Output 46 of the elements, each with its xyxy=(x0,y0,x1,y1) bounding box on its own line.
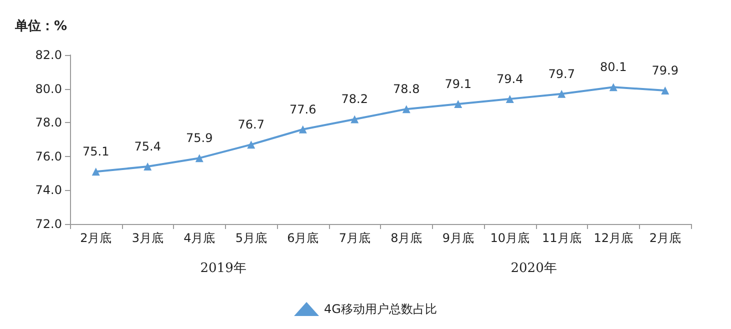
x-tick-label: 2月底 xyxy=(80,231,112,245)
data-label: 79.7 xyxy=(548,66,575,81)
data-label: 79.4 xyxy=(496,72,524,86)
x-tick-label: 8月底 xyxy=(390,231,422,245)
y-tick-label: 80.0 xyxy=(35,82,62,96)
point xyxy=(298,125,307,134)
data-label: 78.2 xyxy=(341,92,368,106)
text: 2019年 xyxy=(200,261,246,276)
point xyxy=(402,105,410,114)
y-tick-label: 82.0 xyxy=(35,48,62,62)
data-label: 75.9 xyxy=(186,131,213,146)
point xyxy=(506,94,514,103)
point xyxy=(92,168,100,176)
x-tick-label: 11月底 xyxy=(542,231,582,245)
point xyxy=(350,115,359,124)
y-tick-label: 74.0 xyxy=(35,183,62,198)
point xyxy=(454,100,462,108)
x-tick-label: 7月底 xyxy=(338,231,370,245)
x-tick-label: 3月底 xyxy=(132,231,164,245)
text: 2020年 xyxy=(510,261,557,276)
point xyxy=(558,90,566,98)
data-label: 77.6 xyxy=(290,102,316,116)
data-label: 79.1 xyxy=(444,77,472,92)
data-label: 79.9 xyxy=(652,63,678,78)
data-label: 75.1 xyxy=(82,144,110,159)
data-label: 75.4 xyxy=(134,140,161,154)
legend-label: 4G移动用户总数占比 xyxy=(324,302,437,316)
x-tick-label: 9月底 xyxy=(442,231,474,245)
x-tick-label: 4月底 xyxy=(184,231,216,245)
data-label: 78.8 xyxy=(393,82,420,96)
y-axis-title: 单位：% xyxy=(14,18,68,34)
point xyxy=(195,154,204,162)
x-tick-label: 10月底 xyxy=(490,231,530,245)
point xyxy=(609,83,618,92)
y-tick-label: 72.0 xyxy=(35,217,62,231)
data-label: 80.1 xyxy=(600,60,627,74)
y-tick-label: 78.0 xyxy=(35,116,62,130)
point xyxy=(247,140,256,149)
x-tick-label: 2月底 xyxy=(649,231,681,245)
point xyxy=(661,86,670,94)
point xyxy=(144,162,152,171)
x-tick-label: 12月底 xyxy=(594,231,634,245)
x-tick-label: 6月底 xyxy=(287,231,319,245)
data-label: 76.7 xyxy=(238,118,264,132)
y-tick-label: 76.0 xyxy=(35,149,62,164)
x-tick-label: 5月底 xyxy=(235,231,267,245)
